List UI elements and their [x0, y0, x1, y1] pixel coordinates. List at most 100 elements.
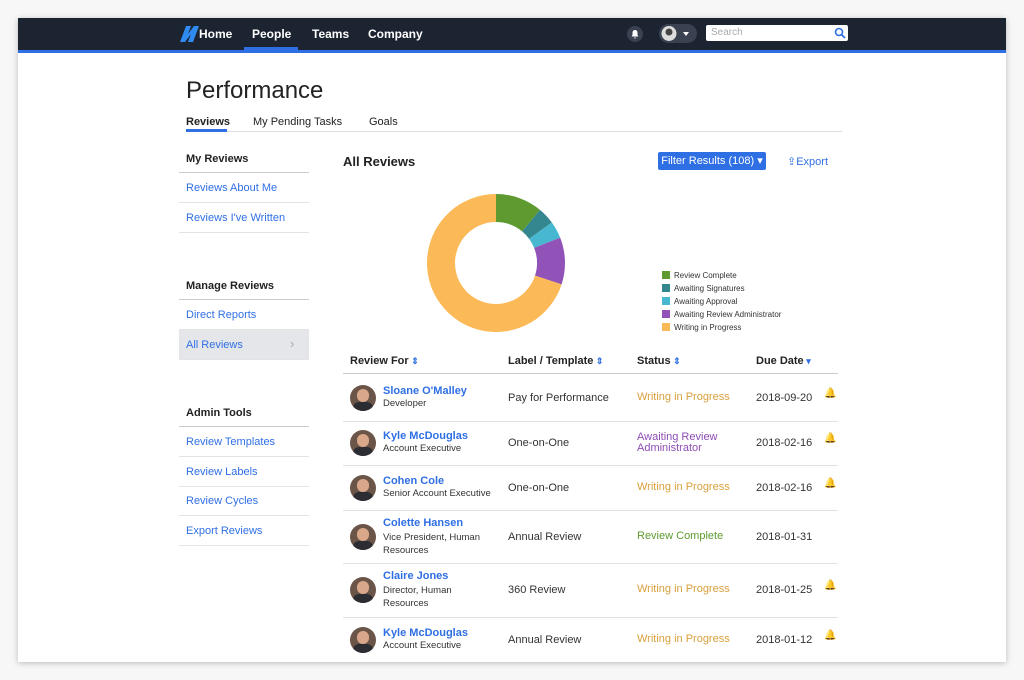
avatar — [350, 384, 376, 411]
reminder-bell[interactable]: 🔔 — [824, 630, 837, 641]
row-divider — [343, 421, 838, 422]
column-header[interactable]: Review For ⇕ — [350, 355, 419, 367]
sidebar-divider — [179, 544, 309, 546]
row-divider — [343, 465, 838, 466]
legend-swatch — [662, 271, 670, 279]
sidebar-link[interactable]: Reviews I've Written — [186, 211, 286, 224]
sidebar-link[interactable]: Review Labels — [186, 465, 258, 478]
column-header[interactable]: Status ⇕ — [637, 355, 681, 367]
sidebar-divider — [179, 456, 309, 457]
legend-swatch — [662, 323, 670, 331]
avatar — [350, 474, 376, 501]
reviewee-name[interactable]: Kyle McDouglas — [383, 430, 468, 442]
sort-icon[interactable]: ⇕ — [408, 356, 419, 366]
sort-icon[interactable]: ⇕ — [670, 356, 681, 366]
sidebar-divider — [179, 485, 309, 487]
column-header[interactable]: Due Date ▾ — [756, 355, 811, 367]
reviewee-name[interactable]: Colette Hansen — [383, 516, 464, 529]
tab[interactable]: My Pending Tasks — [253, 116, 343, 128]
page-title: Performance — [186, 77, 324, 104]
due-date: 2018-01-25 — [756, 584, 813, 596]
export-label: Export — [796, 156, 829, 168]
tab[interactable]: Goals — [369, 116, 398, 128]
sidebar-link[interactable]: Review Cycles — [186, 495, 259, 507]
avatar — [350, 523, 376, 550]
donut-slice — [534, 237, 565, 285]
due-date: 2018-09-20 — [756, 391, 813, 404]
due-date: 2018-01-31 — [756, 530, 813, 543]
review-status: Writing in Progress — [637, 390, 730, 403]
reviewee-role: Account Executive — [383, 443, 462, 454]
sidebar-link[interactable]: Reviews About Me — [186, 182, 278, 194]
legend-label: Review Complete — [674, 271, 737, 280]
sidebar-link[interactable]: Review Templates — [186, 436, 276, 448]
filter-button[interactable]: Filter Results (108) ▾ — [658, 152, 766, 170]
review-label: One-on-One — [508, 481, 570, 494]
reminder-bell[interactable]: 🔔 — [824, 433, 837, 444]
legend-swatch — [662, 297, 670, 305]
export-button[interactable]: ⇪Export — [787, 156, 829, 168]
nav-link[interactable]: People — [252, 27, 292, 41]
legend-swatch — [662, 284, 670, 292]
nav-active-indicator — [244, 47, 298, 50]
sidebar-divider — [179, 426, 309, 427]
nav-link[interactable]: Home — [199, 27, 233, 41]
avatar — [350, 627, 376, 653]
reminder-bell[interactable]: 🔔 — [824, 580, 837, 591]
review-status: Writing in Progress — [637, 480, 730, 493]
reviewee-name[interactable]: Cohen Cole — [383, 474, 445, 487]
reminder-bell[interactable]: 🔔 — [824, 477, 837, 489]
chevron: › — [290, 335, 295, 351]
reviewee-role: Vice President, Human Resources — [383, 531, 480, 556]
due-date: 2018-01-12 — [756, 634, 813, 646]
sidebar-divider — [179, 231, 309, 233]
sidebar-link[interactable]: All Reviews — [186, 338, 243, 351]
reviewee-name[interactable]: Claire Jones — [383, 570, 449, 582]
reviewee-role: Developer — [383, 397, 427, 409]
app-window: Search Performance All Reviews Filter Re… — [18, 18, 1006, 662]
legend-label: Writing in Progress — [674, 323, 741, 332]
notifications-icon[interactable] — [626, 25, 644, 43]
search-box[interactable]: Search — [706, 25, 848, 41]
review-label: 360 Review — [508, 584, 566, 596]
sidebar-link[interactable]: Export Reviews — [186, 524, 263, 537]
sidebar-link[interactable]: Direct Reports — [186, 309, 257, 321]
review-status: Writing in Progress — [637, 633, 730, 645]
legend-swatch — [662, 310, 670, 318]
donut-slice — [496, 194, 540, 232]
sidebar-divider — [179, 358, 309, 360]
sidebar-heading: Manage Reviews — [186, 280, 275, 292]
reviewee-role: Senior Account Executive — [383, 487, 491, 499]
review-label: Pay for Performance — [508, 391, 609, 404]
sidebar-divider — [179, 202, 309, 203]
nav-link[interactable]: Teams — [312, 27, 350, 41]
column-header[interactable]: Label / Template ⇕ — [508, 355, 604, 367]
nav-link[interactable]: Company — [368, 27, 423, 41]
reviewee-role: Director, Human Resources — [383, 585, 452, 609]
due-date: 2018-02-16 — [756, 481, 813, 494]
row-divider — [343, 510, 838, 511]
avatar — [350, 430, 376, 456]
profile-menu[interactable] — [659, 24, 697, 43]
sort-icon[interactable]: ⇕ — [593, 356, 604, 366]
reviewee-name[interactable]: Kyle McDouglas — [383, 627, 468, 639]
logo[interactable] — [176, 24, 200, 44]
review-label: Annual Review — [508, 634, 582, 646]
legend-label: Awaiting Signatures — [674, 284, 745, 293]
review-status: Awaiting Review Administrator — [637, 431, 718, 454]
reviewee-name[interactable]: Sloane O'Malley — [383, 384, 467, 397]
donut-slice — [522, 209, 552, 239]
review-status: Writing in Progress — [637, 583, 730, 595]
reviewee-role: Account Executive — [383, 640, 462, 651]
sort-icon[interactable]: ▾ — [803, 356, 811, 366]
top-nav: Search — [18, 18, 1006, 53]
profile-avatar — [661, 26, 689, 41]
tab-active-indicator — [186, 129, 227, 132]
reminder-bell[interactable]: 🔔 — [824, 387, 837, 399]
sidebar-divider — [179, 515, 309, 516]
review-status: Review Complete — [637, 529, 724, 542]
sidebar-divider — [179, 299, 309, 300]
tab[interactable]: Reviews — [186, 116, 231, 128]
sidebar-active-bg — [179, 329, 309, 360]
sidebar-divider — [179, 172, 309, 173]
